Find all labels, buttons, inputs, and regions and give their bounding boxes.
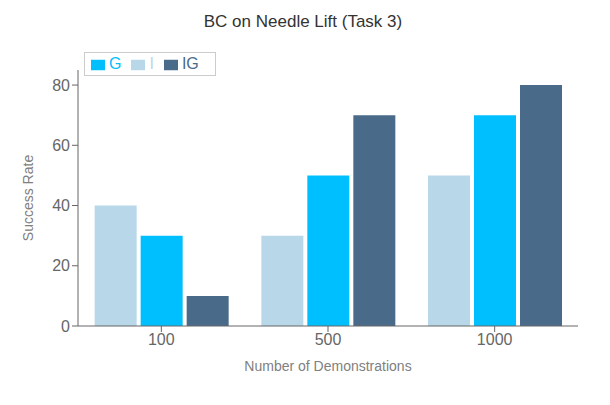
html-text:G: G <box>109 55 122 72</box>
html-text:I: I <box>149 55 154 72</box>
svg-text:100: 100 <box>148 331 175 348</box>
html-text:IG: IG <box>181 55 199 72</box>
svg-text:500: 500 <box>315 331 342 348</box>
svg-text:Success Rate: Success Rate <box>20 155 36 242</box>
svg-text:Number of Demonstrations: Number of Demonstrations <box>244 358 411 374</box>
svg-text:60: 60 <box>52 137 70 154</box>
svg-text:40: 40 <box>52 197 70 214</box>
svg-text:80: 80 <box>52 77 70 94</box>
svg-text:1000: 1000 <box>477 331 513 348</box>
svg-text:0: 0 <box>61 318 70 335</box>
svg-text:20: 20 <box>52 257 70 274</box>
html-text:BC on Needle Lift (Task 3): BC on Needle Lift (Task 3) <box>203 12 403 31</box>
